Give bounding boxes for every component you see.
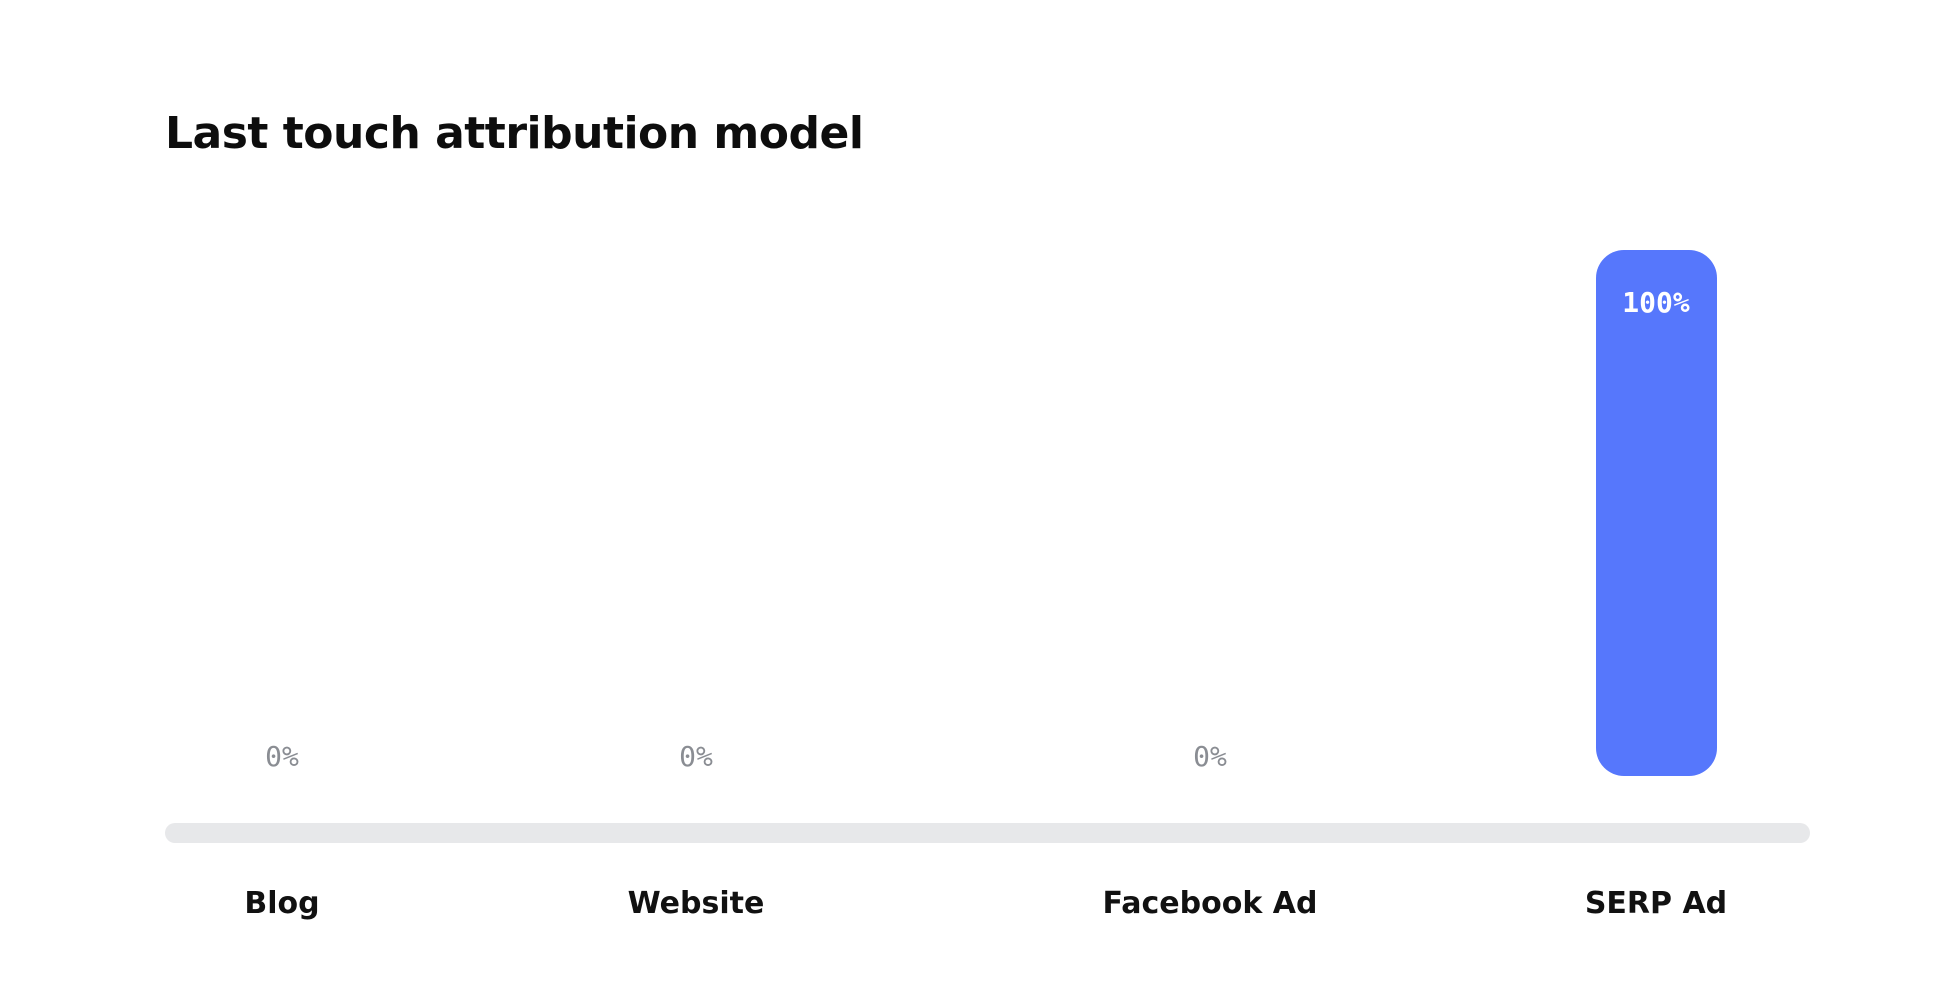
category-label: Facebook Ad [1102,886,1318,921]
chart-baseline [165,823,1810,843]
chart-title: Last touch attribution model [165,108,864,159]
category-label: Blog [244,886,320,921]
bar-serp-ad [1595,250,1717,776]
category-label: Website [627,886,765,921]
bar-value-label: 0% [265,740,299,773]
bar-value-label: 0% [1193,740,1227,773]
bar-value-label: 0% [679,740,713,773]
bar-value-label: 100% [1622,286,1690,319]
category-label: SERP Ad [1584,886,1728,921]
